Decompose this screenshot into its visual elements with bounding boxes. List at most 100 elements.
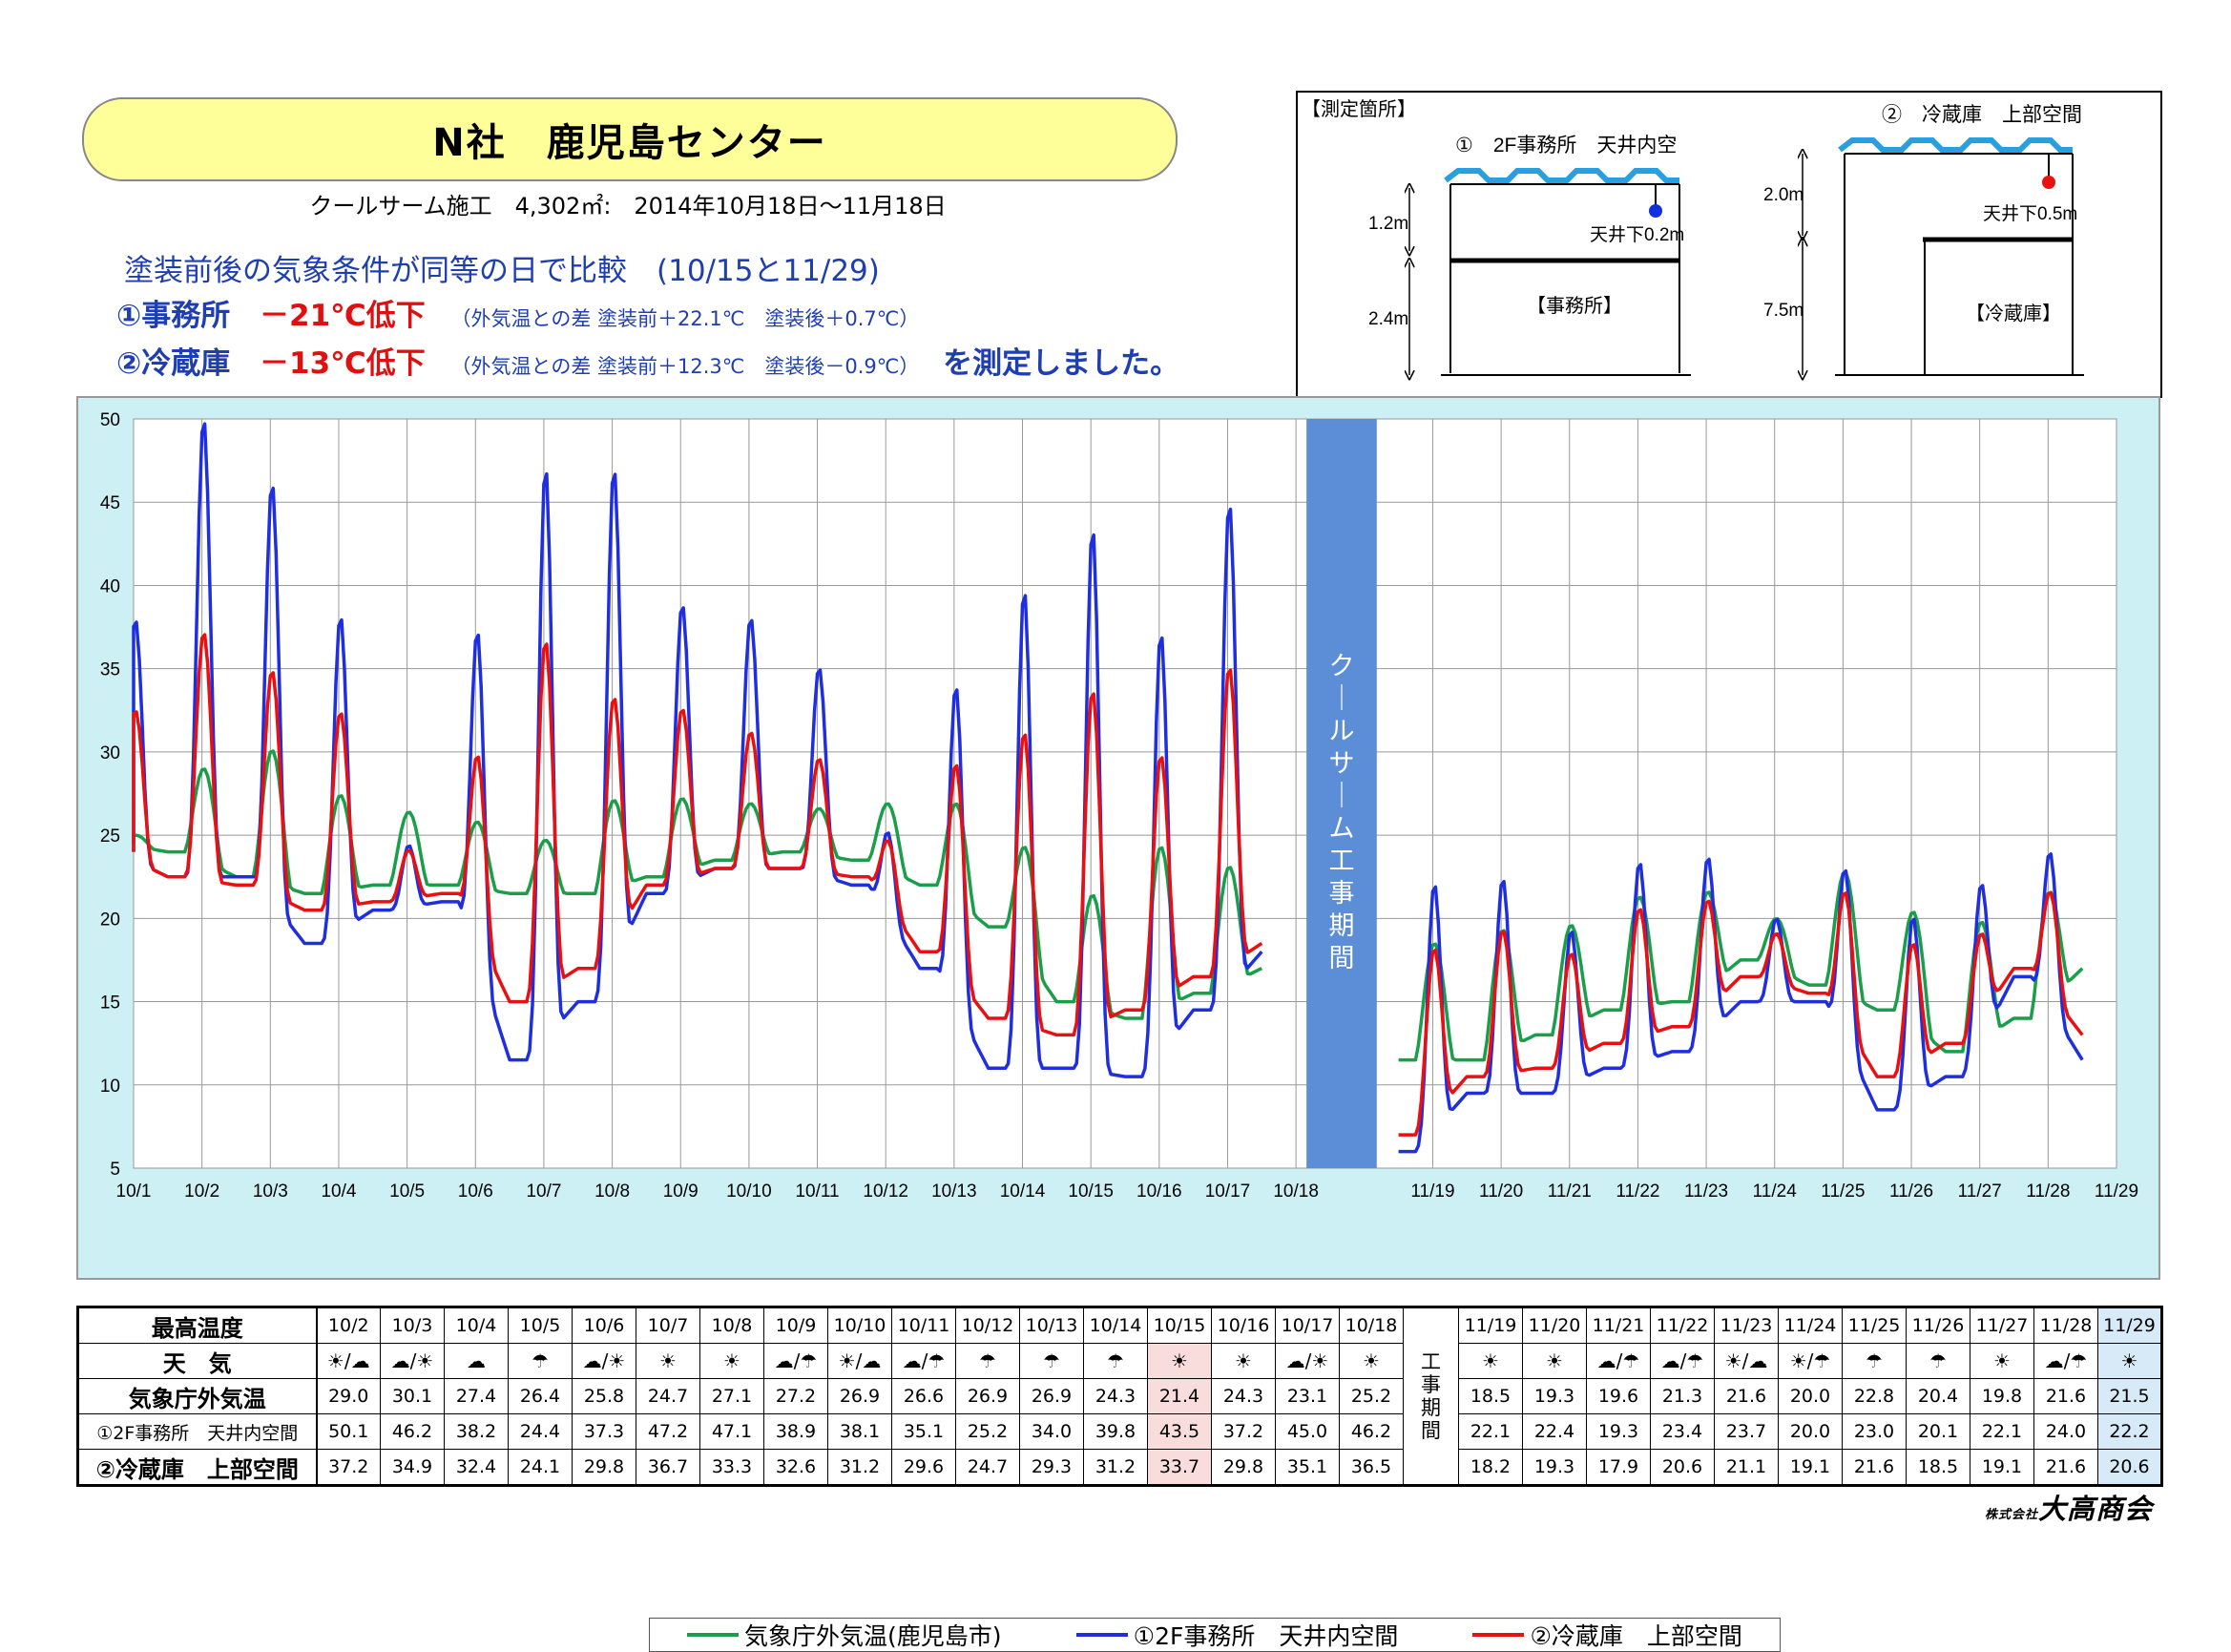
table-cell: 10/2 [316,1306,381,1344]
y-tick-label: 30 [100,743,120,763]
table-cell: 24.7 [636,1378,700,1414]
table-cell: 23.7 [1714,1413,1779,1450]
legend-cold-label: ②冷蔵庫 上部空間 [1530,1622,1742,1650]
table-cell: 32.6 [763,1449,828,1487]
table-cell: 19.1 [1778,1449,1843,1487]
table-cell: ☂ [1842,1343,1907,1379]
construction-band-label: 事 [1328,879,1354,908]
cold-result: －13℃低下 [260,346,426,381]
p1-title: ① 2F事務所 天井内空 [1455,135,1677,157]
row-outside-label: 気象庁外気温 [76,1378,318,1414]
table-cell: 46.2 [1339,1413,1404,1450]
table-cell: ☁/☂ [2033,1343,2098,1379]
table-cell: 33.7 [1147,1449,1212,1487]
table-cell: 19.8 [1970,1378,2034,1414]
x-tick-label: 11/26 [1889,1181,1933,1202]
row-weather-label: 天 気 [76,1343,318,1379]
x-tick-label: 10/7 [526,1181,561,1202]
x-tick-label: 10/13 [931,1181,977,1202]
table-cell: 17.9 [1586,1449,1651,1487]
legend-office-swatch [1075,1633,1128,1637]
x-tick-label: 10/17 [1205,1181,1251,1202]
table-cell: 11/24 [1778,1306,1843,1344]
p1-roof-icon [1444,168,1679,183]
construction-band-label: ｜ [1328,782,1354,810]
table-cell: 10/17 [1275,1306,1340,1344]
x-tick-label: 11/25 [1821,1181,1865,1202]
x-tick-label: 10/8 [594,1181,630,1202]
p2-sensor-dot [2042,176,2055,189]
construction-band-label: ク [1328,652,1354,680]
table-cell: 43.5 [1147,1413,1212,1450]
table-cell: 10/14 [1083,1306,1148,1344]
table-cell: ☀ [1211,1343,1276,1379]
table-cell: ☁/☀ [380,1343,445,1379]
table-cell: 29.8 [1211,1449,1276,1487]
table-cell: ☁/☂ [891,1343,956,1379]
x-tick-label: 10/4 [321,1181,356,1202]
x-tick-label: 11/28 [2026,1181,2070,1202]
table-cell: ☀ [1970,1343,2034,1379]
table-cell: ☀ [636,1343,700,1379]
table-cell: 10/7 [636,1306,700,1344]
y-tick-label: 25 [100,826,120,847]
table-cell: 38.9 [763,1413,828,1450]
table-cell: 27.4 [444,1378,509,1414]
legend-office-label: ①2F事務所 天井内空間 [1133,1622,1399,1650]
table-cell: 26.9 [955,1378,1020,1414]
table-cell: 21.6 [2033,1449,2098,1487]
measurement-diagram: 【測定箇所】 ① 2F事務所 天井内空 天井下0.2m 【事務所】 1.2m 2… [1296,91,2162,398]
table-cell: 26.4 [508,1378,573,1414]
construction-subtitle: クールサーム施工 4,302㎡: 2014年10月18日～11月18日 [309,193,947,220]
table-cell: 39.8 [1083,1413,1148,1450]
table-cell: 11/23 [1714,1306,1779,1344]
table-cell: 11/22 [1650,1306,1715,1344]
table-cell: 22.1 [1458,1413,1523,1450]
table-cell: 24.7 [955,1449,1020,1487]
table-cell: 46.2 [380,1413,445,1450]
table-cell: 11/19 [1458,1306,1523,1344]
table-cell: ☁ [444,1343,509,1379]
table-cell: 10/15 [1147,1306,1212,1344]
p1-h1: 1.2m [1368,214,1408,234]
construction-band-label: 工 [1328,847,1354,875]
table-cell: 11/26 [1906,1306,1970,1344]
temperature-chart: 5 10 15 20 25 30 35 40 45 50 10/1 10/2 10/3 10/4 10/5 1… [100,410,2138,1202]
table-cell: ☀ [2097,1343,2163,1379]
table-cell: 27.2 [763,1378,828,1414]
table-cell: ☀ [1458,1343,1523,1379]
table-cell: ☂ [508,1343,573,1379]
table-cell: 37.2 [1211,1413,1276,1450]
legend-office: ①2F事務所 天井内空間 [1075,1618,1399,1652]
table-cell: 22.8 [1842,1378,1907,1414]
legend-cold-swatch [1472,1633,1525,1637]
p2-room-label: 【冷蔵庫】 [1966,303,2061,324]
table-cell: 22.2 [2097,1413,2163,1450]
p1-room-label: 【事務所】 [1527,295,1622,317]
table-cell: ☁/☂ [763,1343,828,1379]
x-tick-label: 10/10 [726,1181,772,1202]
p1-h2: 2.4m [1368,309,1408,329]
table-cell: 19.3 [1522,1449,1587,1487]
table-cell: 21.6 [1842,1449,1907,1487]
y-tick-label: 45 [100,493,120,513]
p1-sensor-label: 天井下0.2m [1590,224,1684,245]
construction-period-cell: 工事期間 [1403,1306,1459,1487]
table-cell: 26.6 [891,1378,956,1414]
x-tick-label: 11/22 [1616,1181,1659,1202]
y-tick-label: 15 [100,993,120,1014]
construction-band-label: サ [1328,749,1354,778]
row-outside: 気象庁外気温 29.0 30.1 27.4 26.4 25.8 24.7 27.1 27.2 26… [76,1378,2163,1414]
p2-title: ② 冷蔵庫 上部空間 [1882,104,2082,126]
table-cell: 20.0 [1778,1413,1843,1450]
measure-heading: 【測定箇所】 [1302,98,1416,120]
cold-result-line: ②冷蔵庫 －13℃低下 （外気温との差 塗装前＋12.3℃ 塗装後－0.9℃） … [116,339,1179,382]
chart-legend: 気象庁外気温(鹿児島市) ①2F事務所 天井内空間 ②冷蔵庫 上部空間 [649,1618,1781,1652]
p2-h1: 2.0m [1763,185,1804,205]
x-tick-label: 11/24 [1753,1181,1798,1202]
table-cell: 50.1 [316,1413,381,1450]
y-tick-label: 5 [110,1160,120,1180]
table-cell: 45.0 [1275,1413,1340,1450]
p1-sensor-dot [1649,204,1662,218]
x-tick-label: 11/23 [1684,1181,1728,1202]
